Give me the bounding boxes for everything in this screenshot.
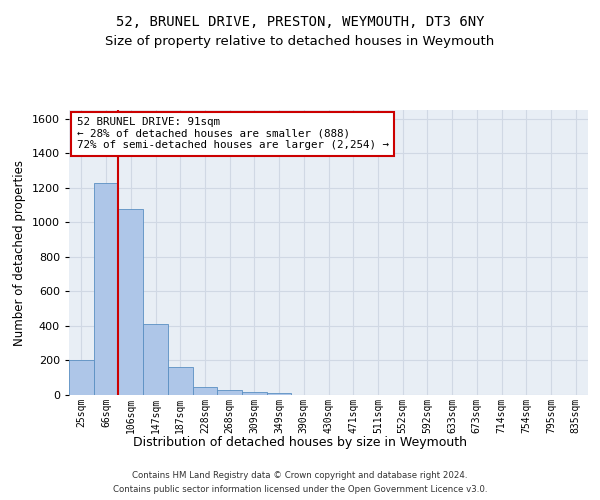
Bar bbox=[267, 393, 292, 395]
Bar bbox=[118, 210, 143, 395]
Text: Contains public sector information licensed under the Open Government Licence v3: Contains public sector information licen… bbox=[113, 484, 487, 494]
Bar bbox=[193, 387, 217, 395]
Bar bbox=[143, 324, 168, 395]
Bar bbox=[217, 390, 242, 395]
Text: 52 BRUNEL DRIVE: 91sqm
← 28% of detached houses are smaller (888)
72% of semi-de: 52 BRUNEL DRIVE: 91sqm ← 28% of detached… bbox=[77, 117, 389, 150]
Text: 52, BRUNEL DRIVE, PRESTON, WEYMOUTH, DT3 6NY: 52, BRUNEL DRIVE, PRESTON, WEYMOUTH, DT3… bbox=[116, 16, 484, 30]
Bar bbox=[242, 392, 267, 395]
Text: Contains HM Land Registry data © Crown copyright and database right 2024.: Contains HM Land Registry data © Crown c… bbox=[132, 472, 468, 480]
Bar bbox=[94, 184, 118, 395]
Text: Distribution of detached houses by size in Weymouth: Distribution of detached houses by size … bbox=[133, 436, 467, 449]
Bar bbox=[168, 368, 193, 395]
Text: Size of property relative to detached houses in Weymouth: Size of property relative to detached ho… bbox=[106, 34, 494, 48]
Bar bbox=[69, 360, 94, 395]
Y-axis label: Number of detached properties: Number of detached properties bbox=[13, 160, 26, 346]
